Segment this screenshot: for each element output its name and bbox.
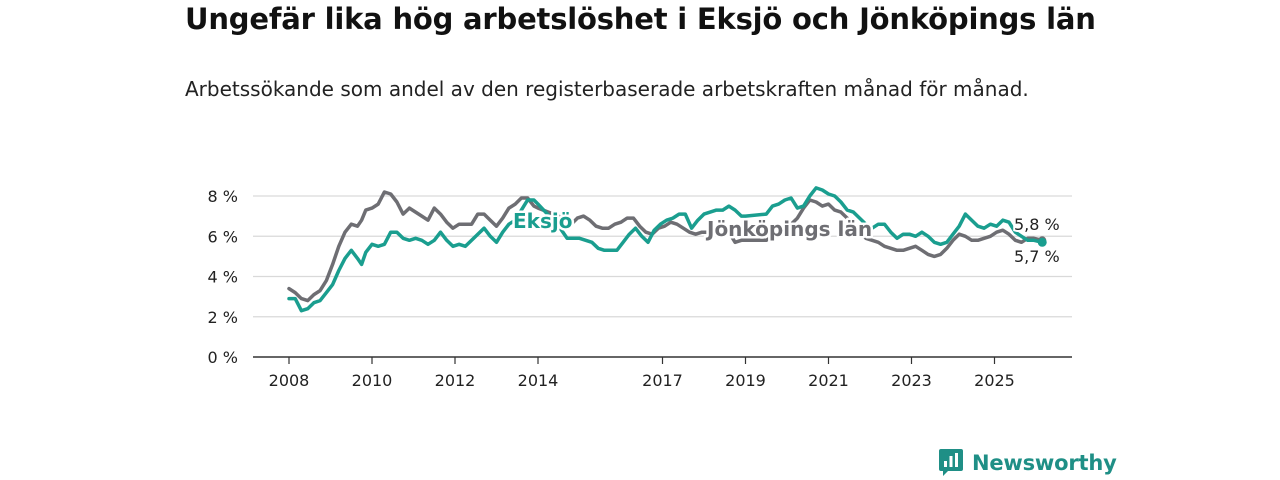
- x-tick-label: 2008: [269, 371, 310, 390]
- end-label-eksjo: 5,7 %: [1014, 247, 1060, 266]
- x-tick-label: 2010: [352, 371, 393, 390]
- bar-chart-icon: [939, 449, 963, 476]
- series-label-jonkopings-lan: Jönköpings län: [705, 217, 872, 241]
- y-tick-label: 0 %: [208, 348, 238, 367]
- series-line-eksjo: [287, 186, 1044, 313]
- y-tick-label: 2 %: [208, 308, 238, 327]
- newsworthy-brand[interactable]: Newsworthy: [938, 448, 1117, 478]
- brand-name: Newsworthy: [972, 451, 1117, 475]
- y-tick-label: 4 %: [208, 268, 238, 287]
- y-tick-label: 8 %: [208, 187, 238, 206]
- x-tick-label: 2014: [518, 371, 559, 390]
- x-tick-label: 2012: [435, 371, 476, 390]
- x-tick-label: 2017: [642, 371, 683, 390]
- x-tick-label: 2019: [725, 371, 766, 390]
- chart-title: Ungefär lika hög arbetslöshet i Eksjö oc…: [185, 2, 1096, 36]
- x-tick-label: 2025: [974, 371, 1015, 390]
- end-marker-eksjo: [1037, 237, 1047, 247]
- series-label-eksjo: Eksjö: [513, 209, 572, 233]
- chart-subtitle: Arbetssökande som andel av den registerb…: [185, 77, 1029, 101]
- end-label-jonkopings-lan: 5,8 %: [1014, 215, 1060, 234]
- series-line-jonkopings-lan: [287, 190, 1044, 303]
- x-tick-label: 2023: [891, 371, 932, 390]
- x-tick-label: 2021: [808, 371, 849, 390]
- y-tick-label: 6 %: [208, 227, 238, 246]
